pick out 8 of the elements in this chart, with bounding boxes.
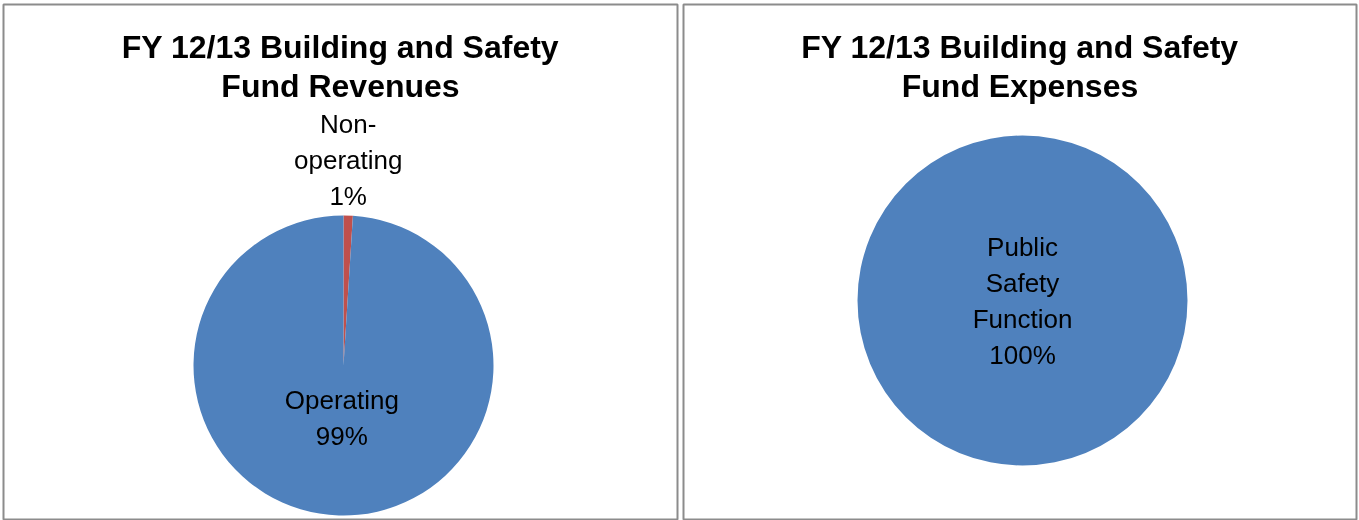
chart-title: FY 12/13 Building and Safety Fund Expenses — [801, 28, 1239, 105]
chart-title: FY 12/13 Building and Safety Fund Revenues — [121, 28, 559, 105]
data-label: 100% — [989, 339, 1056, 370]
slice-label: Non-operating — [294, 108, 403, 175]
data-label: 99% — [315, 420, 368, 451]
slice-label: Public Safety Function — [972, 231, 1073, 334]
data-label: 1% — [329, 180, 367, 211]
slice-label: Operating — [284, 384, 399, 415]
